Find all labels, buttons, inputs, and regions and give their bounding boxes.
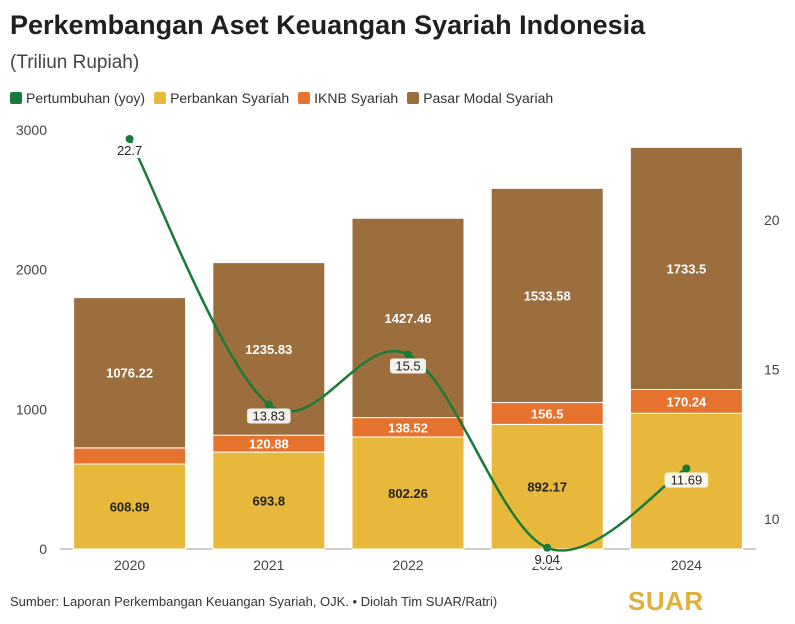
x-tick-label: 2024	[671, 557, 702, 573]
bar-data-label: 1235.83	[245, 342, 292, 357]
bar-data-label: 156.5	[531, 406, 564, 421]
growth-label-bg	[247, 408, 291, 424]
legend-item-capital-market: Pasar Modal Syariah	[407, 90, 553, 106]
bar-pasar-modal-syariah	[351, 217, 465, 419]
bar-data-label: 693.8	[253, 494, 286, 509]
source-note: Sumber: Laporan Perkembangan Keuangan Sy…	[10, 594, 498, 609]
bar-data-label: 608.89	[110, 499, 150, 514]
bar-perbankan-syariah	[490, 423, 604, 550]
legend-label-capital-market: Pasar Modal Syariah	[423, 90, 554, 106]
growth-data-label: 9.04	[535, 552, 560, 567]
chart-title: Perkembangan Aset Keuangan Syariah Indon…	[10, 10, 646, 40]
legend-item-iknb: IKNB Syariah	[298, 90, 398, 106]
bar-data-label: 1733.5	[667, 261, 707, 276]
x-tick-label: 2022	[392, 557, 423, 573]
bar-data-label: 120.88	[249, 437, 289, 452]
x-tick-label: 2021	[253, 557, 284, 573]
legend-swatch-iknb	[298, 92, 311, 104]
legend-label-growth: Pertumbuhan (yoy)	[26, 90, 146, 106]
growth-point	[682, 464, 691, 473]
y-left-tick-label: 2000	[16, 262, 47, 278]
growth-data-label: 15.5	[395, 358, 420, 373]
growth-point	[404, 350, 412, 359]
bar-data-label: 1427.46	[385, 311, 432, 326]
bar-pasar-modal-syariah	[629, 146, 743, 390]
bar-iknb-syariah	[73, 447, 187, 465]
bar-perbankan-syariah	[212, 451, 326, 550]
bar-data-label: 892.17	[527, 480, 567, 495]
legend-swatch-capital-market	[407, 92, 420, 104]
stacked-bar-line-chart: 0 1000 2000 3000 10 15 20 608.89 1076.22 2020 693.…	[16, 122, 780, 573]
bar-data-label: 802.26	[388, 486, 428, 501]
suar-logo: SUAR	[628, 586, 704, 616]
growth-data-label: 22.7	[117, 143, 142, 158]
bar-perbankan-syariah	[351, 436, 465, 550]
growth-label-bg	[111, 142, 148, 158]
legend-label-banking: Perbankan Syariah	[170, 90, 290, 106]
bar-data-label: 138.52	[388, 420, 428, 435]
bar-data-label: 1076.22	[106, 366, 153, 381]
y-right-tick-label: 10	[764, 511, 780, 527]
legend-item-banking: Perbankan Syariah	[154, 90, 289, 106]
y-left-tick-label: 1000	[16, 401, 47, 417]
growth-data-label: 11.69	[671, 472, 703, 487]
legend-swatch-banking	[154, 92, 167, 104]
x-tick-label: 2020	[114, 557, 145, 573]
legend: Pertumbuhan (yoy) Perbankan Syariah IKNB…	[10, 90, 562, 106]
growth-point	[264, 400, 273, 409]
y-right-tick-label: 20	[764, 212, 780, 228]
growth-label-bg	[664, 472, 709, 488]
bar-pasar-modal-syariah	[490, 187, 604, 404]
legend-label-iknb: IKNB Syariah	[314, 90, 399, 106]
legend-item-growth: Pertumbuhan (yoy)	[10, 90, 145, 106]
growth-point	[125, 134, 134, 143]
y-left-tick-label: 0	[39, 541, 47, 557]
growth-line	[128, 138, 688, 552]
growth-label-bg	[390, 358, 426, 374]
growth-data-label: 13.83	[253, 408, 286, 423]
bar-data-label: 170.24	[667, 394, 708, 409]
y-left-tick-label: 3000	[16, 122, 47, 138]
bar-pasar-modal-syariah	[73, 297, 187, 449]
growth-point	[543, 543, 552, 552]
chart-subtitle: (Triliun Rupiah)	[10, 52, 140, 73]
legend-swatch-growth	[10, 92, 22, 104]
growth-label-bg	[529, 551, 566, 567]
y-right-tick-label: 15	[764, 361, 780, 377]
bar-data-label: 1533.58	[524, 288, 571, 303]
